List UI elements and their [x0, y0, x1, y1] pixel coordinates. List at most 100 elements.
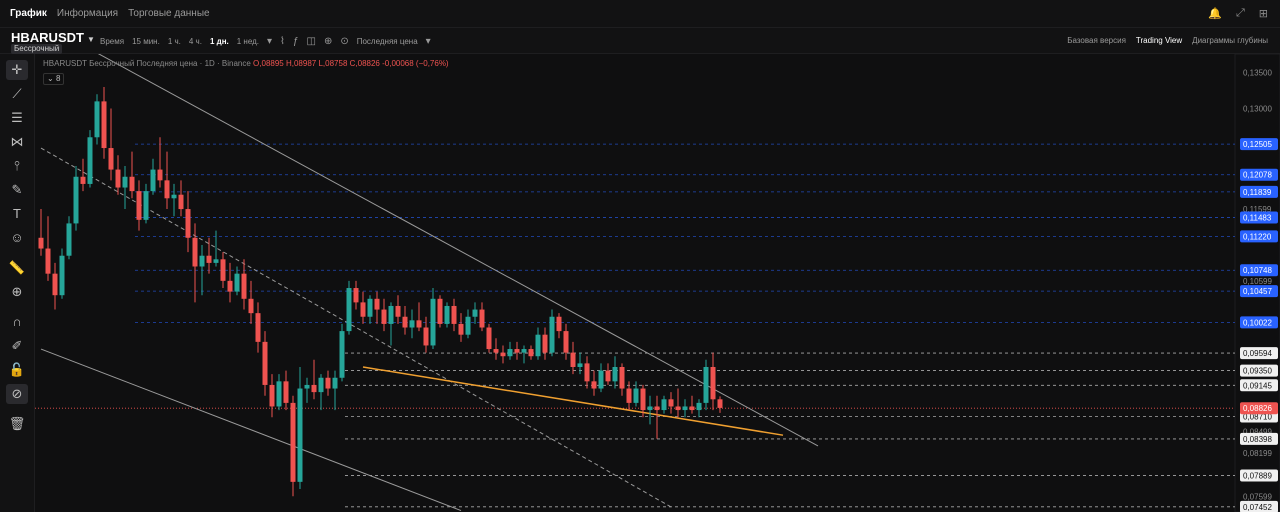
ohlc-legend: HBARUSDT Бессрочный Последняя цена · 1D …	[43, 59, 449, 68]
crosshair-icon[interactable]: ✛	[6, 60, 28, 80]
candle-body	[185, 209, 191, 238]
lock-icon[interactable]: 🔓	[8, 362, 26, 377]
candle-body	[80, 176, 86, 184]
grid-icon[interactable]: ⊞	[1258, 8, 1268, 20]
candle-body	[668, 399, 674, 407]
legend-high: H,08987	[285, 59, 317, 68]
candle-body	[605, 370, 611, 382]
text-icon[interactable]: T	[13, 206, 21, 221]
indicator-count: 8	[55, 74, 61, 83]
view-depth[interactable]: Диаграммы глубины	[1192, 36, 1268, 45]
chevron-down-icon: ▼	[86, 35, 95, 44]
candle-body	[213, 259, 219, 263]
emoji-icon[interactable]: ☺	[10, 230, 24, 245]
candle-body	[381, 309, 387, 324]
blue-level-label: 0,11839	[1243, 188, 1272, 197]
top-right-icons: 🔔 ⤢ ⊞	[1208, 7, 1268, 20]
indicators-icon[interactable]: ƒ	[292, 36, 299, 47]
candle-body	[248, 298, 254, 314]
blue-level-label-bg	[1240, 264, 1278, 277]
candle-body	[122, 176, 128, 188]
candle-body	[311, 384, 317, 393]
tf-1w[interactable]: 1 нед.	[236, 37, 260, 46]
legend-low: L,08758	[318, 59, 348, 68]
tab-trading-data[interactable]: Торговые данные	[128, 8, 210, 19]
tf-1h[interactable]: 1 ч.	[167, 37, 181, 46]
brush-icon[interactable]: ✎	[11, 182, 23, 197]
legend-open: O,08895	[253, 59, 284, 68]
candle-body	[717, 399, 723, 408]
candle-body	[297, 388, 303, 482]
hide-drawings-icon[interactable]: ⊘	[6, 384, 28, 404]
bell-icon[interactable]: 🔔	[1208, 8, 1222, 20]
white-level-label-bg	[1240, 347, 1278, 360]
chevron-down-icon[interactable]: ▾	[267, 36, 273, 47]
candle-body	[269, 384, 275, 407]
chart-type-icon[interactable]: ⌇	[280, 36, 285, 47]
trend-line-support[interactable]	[362, 366, 784, 436]
expand-icon[interactable]: ⤢	[1235, 7, 1245, 19]
candle-body	[486, 327, 492, 350]
candle-body	[157, 169, 163, 181]
trend-line-channel-lower[interactable]	[40, 348, 462, 512]
top-nav: График Информация Торговые данные 🔔 ⤢ ⊞	[0, 0, 1280, 28]
tf-1d[interactable]: 1 дн.	[209, 37, 229, 46]
blue-level-label: 0,10457	[1243, 287, 1272, 296]
magnet-icon[interactable]: ∩	[12, 314, 22, 329]
candle-body	[262, 341, 268, 385]
trendline-icon[interactable]: ⟋	[12, 86, 22, 101]
candle-body	[171, 194, 177, 199]
candle-body	[290, 402, 296, 482]
candle-body	[675, 406, 681, 411]
price-tick-label: 0,07599	[1243, 492, 1272, 501]
price-chart[interactable]: 0,135000,130000,115990,105990,095990,084…	[35, 54, 1280, 512]
trend-line-channel-middle[interactable]	[40, 147, 672, 508]
settings-icon[interactable]: ⊙	[340, 36, 349, 47]
candle-body	[73, 176, 79, 224]
indicator-toggle[interactable]: ⌄ 8	[43, 73, 65, 85]
candle-body	[360, 302, 366, 317]
candle-body	[703, 366, 709, 403]
candle-body	[367, 298, 373, 317]
tab-chart[interactable]: График	[10, 8, 47, 19]
symbol-selector[interactable]: HBARUSDT ▼	[11, 30, 95, 45]
zoom-icon[interactable]: ⊕	[11, 284, 23, 299]
tab-info[interactable]: Информация	[56, 8, 119, 19]
candle-body	[164, 180, 170, 199]
legend-change: -0,00068 (−0,76%)	[382, 59, 449, 68]
price-tick-label: 0,13500	[1243, 69, 1272, 78]
trend-line-channel-upper[interactable]	[41, 54, 819, 447]
candle-body	[549, 316, 555, 353]
candle-body	[577, 363, 583, 367]
chevron-down-icon[interactable]: ▾	[425, 36, 431, 47]
candle-body	[395, 305, 401, 317]
fib-icon[interactable]: ☰	[11, 110, 23, 125]
chart-toolbar: HBARUSDT ▼ Бессрочный Время 15 мин. 1 ч. …	[0, 28, 1280, 54]
candle-body	[430, 298, 436, 346]
candle-body	[87, 137, 93, 184]
candle-body	[591, 381, 597, 389]
price-tick-label: 0,13000	[1243, 105, 1272, 114]
candle-body	[633, 388, 639, 403]
prediction-icon[interactable]: ⫯	[14, 158, 20, 173]
view-tradingview[interactable]: Trading View	[1135, 36, 1183, 45]
tf-4h[interactable]: 4 ч.	[188, 37, 202, 46]
white-level-label-bg	[1240, 432, 1278, 445]
view-basic[interactable]: Базовая версия	[1067, 36, 1126, 45]
blue-level-label-bg	[1240, 211, 1278, 224]
candle-body	[619, 366, 625, 389]
pattern-icon[interactable]: ⋈	[10, 134, 24, 149]
camera-icon[interactable]: ◫	[306, 36, 316, 47]
candle-body	[563, 331, 569, 353]
ruler-icon[interactable]: 📏	[8, 260, 26, 275]
candle-body	[654, 406, 660, 411]
lock-drawing-icon[interactable]: ✐	[11, 338, 23, 353]
candle-body	[318, 377, 324, 393]
trash-icon[interactable]: 🗑	[8, 416, 26, 431]
candle-body	[276, 381, 282, 407]
tf-15m[interactable]: 15 мин.	[132, 37, 160, 46]
candle-body	[458, 323, 464, 335]
price-type-select[interactable]: Последняя цена	[356, 37, 418, 46]
white-level-label-bg	[1240, 500, 1278, 512]
add-icon[interactable]: ⊕	[323, 36, 333, 47]
